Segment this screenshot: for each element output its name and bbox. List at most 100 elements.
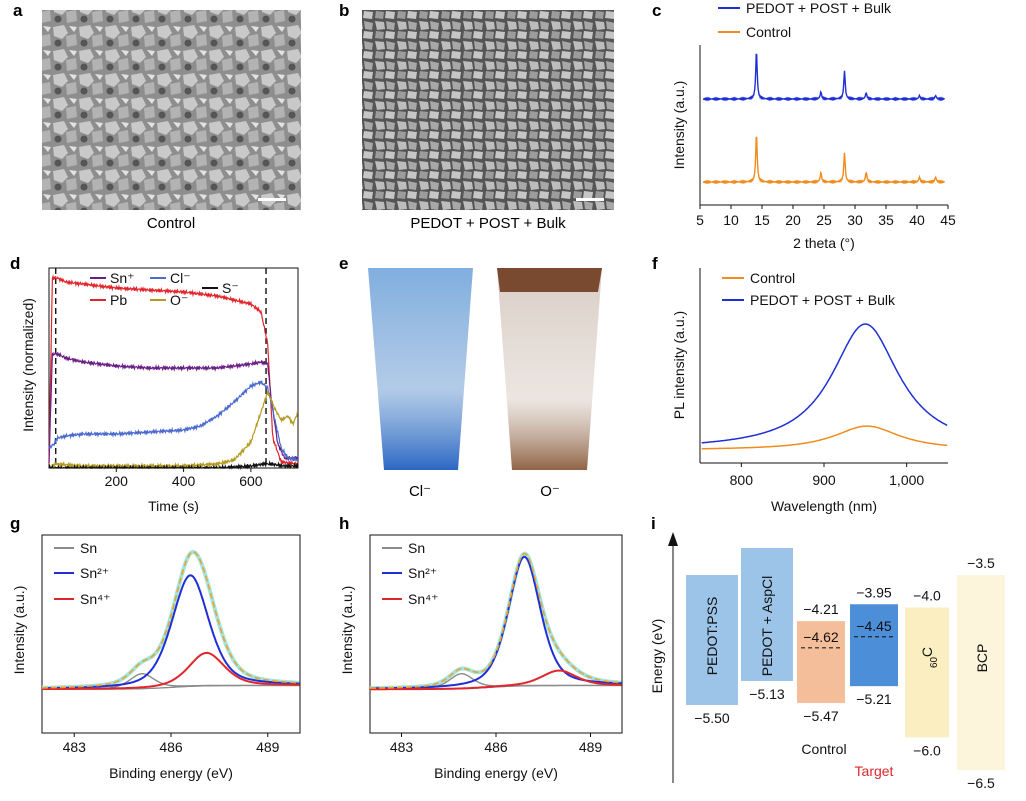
xrd-line-1 (702, 136, 945, 185)
level-bar-2 (797, 621, 845, 704)
fit-line (42, 551, 300, 689)
component-line-2 (370, 669, 622, 691)
panel-letter-f: f (652, 254, 658, 273)
legend-label: Pb (110, 292, 127, 308)
x-tick-label: 10 (723, 212, 739, 228)
x-tick-label: 200 (105, 473, 129, 489)
panel-d: 200 400 600 Time (s) Intensity (normalized) S… (20, 267, 299, 514)
bottom-level-value: −5.50 (694, 710, 730, 726)
y-axis-label: Intensity (a.u.) (339, 586, 355, 675)
panel-f: 800 900 1,000 Wavelength (nm) PL intensity (… (671, 268, 948, 514)
y-axis-label: Energy (eV) (649, 619, 665, 694)
profile-line-3 (48, 390, 299, 471)
level-bar-0 (686, 575, 738, 705)
caption-target: PEDOT + POST + Bulk (410, 215, 566, 232)
cl-3d-map (368, 268, 473, 470)
scale-bar (576, 198, 604, 201)
x-tick-label: 600 (239, 473, 263, 489)
bar-text-pedot-pss: PEDOT:PSS (704, 597, 720, 676)
bottom-level-value: −6.5 (967, 775, 995, 791)
level-bar-5 (957, 575, 1005, 770)
component-line-1 (42, 574, 300, 690)
bar-text-c60: C (919, 647, 935, 657)
x-axis-label: Time (s) (148, 498, 199, 514)
legend-label: Sn²⁺ (408, 565, 437, 581)
top-level-value: −3.5 (967, 555, 995, 571)
profile-line-4 (48, 460, 299, 471)
fermi-level-value: −4.62 (803, 629, 839, 645)
x-tick-label: 483 (390, 739, 414, 755)
pl-line-1 (701, 323, 948, 444)
group-label-target: Target (855, 763, 894, 779)
x-axis-label: Binding energy (eV) (109, 765, 233, 781)
bar-text-pedot-aspcl: PEDOT + AspCl (759, 576, 775, 677)
legend-label: Sn (408, 540, 425, 556)
caption-control: Control (147, 215, 195, 232)
legend-label: Sn (80, 540, 97, 556)
o-surface-layer (497, 268, 602, 292)
legend-label: Sn⁺ (110, 270, 135, 286)
o-3d-map (497, 268, 602, 470)
x-tick-label: 45 (940, 212, 956, 228)
profile-line-1 (48, 351, 299, 464)
x-tick-label: 1,000 (889, 472, 924, 488)
bar-text-c60-subscript: 60 (929, 656, 940, 668)
label-cl: Cl⁻ (409, 483, 431, 500)
y-axis-label: Intensity (normalized) (20, 298, 36, 432)
x-tick-label: 489 (256, 739, 280, 755)
legend-label: S⁻ (222, 280, 239, 296)
x-tick-label: 35 (878, 212, 894, 228)
bottom-level-value: −5.13 (749, 686, 785, 702)
x-tick-label: 486 (484, 739, 508, 755)
label-o: O⁻ (540, 483, 560, 500)
x-axis-label: 2 theta (°) (793, 235, 855, 251)
panel-letter-b: b (339, 1, 349, 20)
legend-label: Sn⁴⁺ (80, 591, 111, 607)
top-level-value: −4.21 (803, 601, 839, 617)
legend-label: O⁻ (170, 292, 188, 308)
top-level-value: −4.0 (913, 588, 941, 604)
x-tick-label: 900 (812, 472, 836, 488)
legend-label: PEDOT + POST + Bulk (750, 292, 896, 308)
panel-letter-g: g (10, 514, 20, 533)
x-tick-label: 400 (172, 473, 196, 489)
legend-label: PEDOT + POST + Bulk (746, 0, 892, 16)
bar-text-bcp: BCP (974, 644, 990, 673)
scale-bar (258, 198, 286, 201)
energy-axis-arrow (668, 532, 678, 546)
panel-i: Energy (eV) −5.50 −5.13 −4.21 −5.47 −4.62 −3.9… (649, 532, 1005, 791)
x-tick-label: 40 (909, 212, 925, 228)
x-tick-label: 20 (785, 212, 801, 228)
x-tick-label: 30 (847, 212, 863, 228)
legend-label: Cl⁻ (170, 270, 191, 286)
legend-label: Sn⁴⁺ (408, 591, 439, 607)
panel-g: 483 486 489 Binding energy (eV) Intensity (a… (11, 534, 301, 781)
legend-label: Control (746, 24, 791, 40)
panel-letter-i: i (651, 514, 656, 533)
legend-label: Sn²⁺ (80, 565, 109, 581)
panel-h: 483 486 489 Binding energy (eV) Intensity (a… (339, 534, 623, 781)
level-bar-3 (850, 604, 898, 687)
group-label-control: Control (801, 741, 846, 757)
x-tick-label: 15 (754, 212, 770, 228)
panel-letter-d: d (10, 254, 20, 273)
component-line-2 (42, 651, 300, 690)
panel-letter-e: e (339, 254, 348, 273)
x-tick-label: 486 (159, 739, 183, 755)
panel-letter-c: c (652, 1, 661, 20)
y-axis-label: Intensity (a.u.) (671, 81, 687, 170)
x-tick-label: 489 (579, 739, 603, 755)
x-tick-label: 483 (63, 739, 87, 755)
panel-letter-a: a (13, 1, 23, 20)
x-axis-label: Wavelength (nm) (771, 498, 877, 514)
top-level-value: −3.95 (856, 584, 892, 600)
y-axis-label: Intensity (a.u.) (11, 586, 27, 675)
x-axis-label: Binding energy (eV) (434, 765, 558, 781)
level-bar-1 (741, 548, 793, 681)
panel-c: 5 10 15 20 25 30 35 40 45 2 theta (°) Intensity (a… (671, 0, 956, 251)
pl-line-0 (701, 425, 948, 450)
fermi-level-value: −4.45 (856, 618, 892, 634)
bottom-level-value: −6.0 (913, 743, 941, 759)
panel-letter-h: h (339, 514, 349, 533)
